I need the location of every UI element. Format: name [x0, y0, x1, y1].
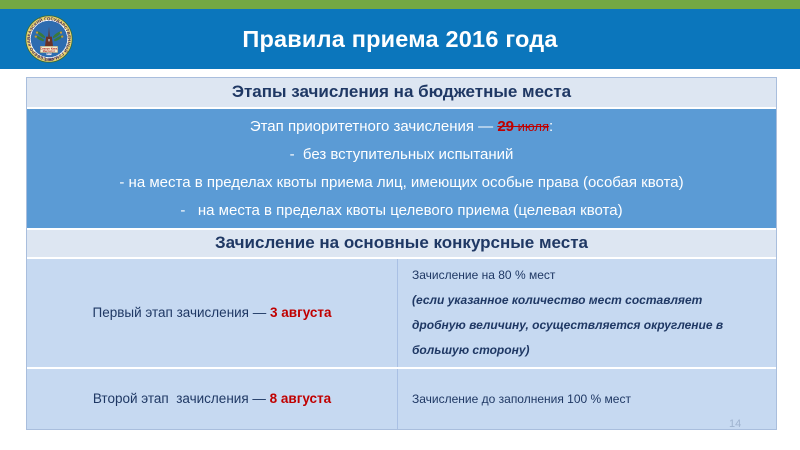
- svg-text:Институт: Институт: [43, 49, 56, 53]
- svg-text:1930: 1930: [45, 58, 53, 62]
